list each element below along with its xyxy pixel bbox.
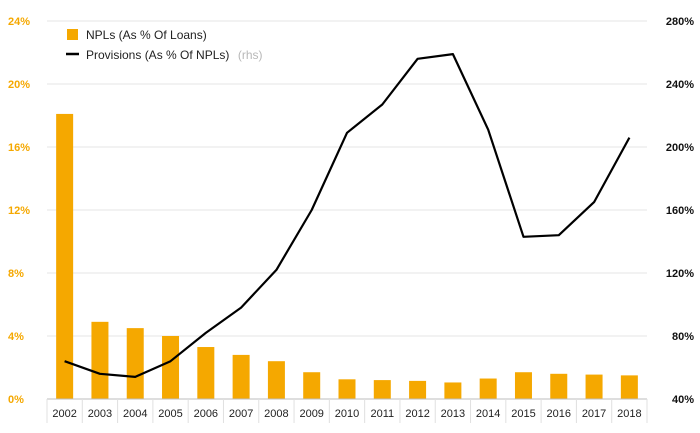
x-tick-label: 2018 <box>617 408 641 420</box>
legend-swatch-npls <box>67 29 78 40</box>
left-axis: 0% 4% 8% 12% 16% 20% 24% <box>8 16 30 406</box>
npl-bar <box>267 361 285 399</box>
left-tick-label: 8% <box>8 268 24 280</box>
npl-bar <box>56 113 74 400</box>
left-tick-label: 24% <box>8 16 30 28</box>
gridlines <box>47 20 647 337</box>
x-tick-label: 2016 <box>547 408 571 420</box>
left-tick-label: 16% <box>8 142 30 154</box>
x-tick-label: 2011 <box>370 408 394 420</box>
x-tick-label: 2017 <box>582 408 606 420</box>
x-tick-label: 2002 <box>52 408 76 420</box>
right-tick-label: 120% <box>666 268 694 280</box>
npl-bars <box>56 113 638 400</box>
x-tick-label: 2010 <box>335 408 359 420</box>
npl-bar <box>373 380 391 399</box>
right-tick-label: 160% <box>666 205 694 217</box>
right-tick-label: 40% <box>672 394 694 406</box>
npl-bar <box>197 347 215 399</box>
x-tick-label: 2005 <box>158 408 182 420</box>
npl-bar <box>126 328 144 399</box>
x-tick-label: 2004 <box>123 408 147 420</box>
left-tick-label: 0% <box>8 394 24 406</box>
right-tick-label: 200% <box>666 142 694 154</box>
npl-bar <box>550 373 568 399</box>
npl-bar <box>585 374 603 399</box>
x-tick-label: 2015 <box>511 408 535 420</box>
npl-bar <box>620 375 638 399</box>
left-tick-label: 20% <box>8 79 30 91</box>
npl-bar <box>479 378 497 399</box>
x-tick-label: 2012 <box>405 408 429 420</box>
npl-bar <box>514 372 532 399</box>
provisions-line <box>64 52 631 378</box>
x-tick-label: 2006 <box>194 408 218 420</box>
npl-bar <box>338 379 356 399</box>
right-tick-label: 240% <box>666 79 694 91</box>
npl-bar <box>444 382 462 399</box>
legend-label-rhs: (rhs) <box>238 48 263 62</box>
npl-bar <box>232 354 250 399</box>
npl-bar <box>162 336 180 399</box>
x-axis: 2002 2003 2004 2005 2006 2007 2008 2009 2010 2011… <box>46 398 648 423</box>
left-tick-label: 4% <box>8 331 24 343</box>
x-tick-label: 2007 <box>229 408 253 420</box>
x-tick-label: 2003 <box>88 408 112 420</box>
right-axis: 40% 80% 120% 160% 200% 240% 280% <box>666 16 694 406</box>
x-tick-label: 2009 <box>299 408 323 420</box>
legend-label-provisions: Provisions (As % Of NPLs) <box>86 48 229 62</box>
right-tick-label: 80% <box>672 331 694 343</box>
right-tick-label: 280% <box>666 16 694 28</box>
x-tick-label: 2008 <box>264 408 288 420</box>
npl-bar <box>303 372 321 399</box>
legend-label-npls: NPLs (As % Of Loans) <box>86 28 207 42</box>
provisions-line-layer <box>64 52 631 378</box>
npl-bar <box>91 321 109 399</box>
legend-label-provisions-group: Provisions (As % Of NPLs) (rhs) <box>86 46 263 63</box>
npl-bar <box>409 380 427 399</box>
x-tick-label: 2014 <box>476 408 500 420</box>
x-tick-label: 2013 <box>441 408 465 420</box>
left-tick-label: 12% <box>8 205 30 217</box>
legend: NPLs (As % Of Loans) Provisions (As % Of… <box>66 28 263 63</box>
